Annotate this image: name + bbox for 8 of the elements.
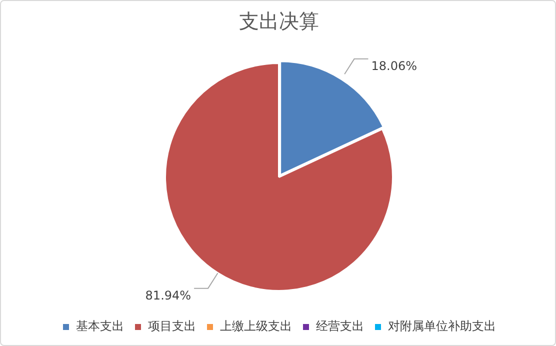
legend-label: 基本支出	[76, 319, 124, 334]
data-label: 18.06%	[371, 59, 418, 74]
legend-label: 对附属单位补助支出	[388, 319, 496, 334]
chart-title: 支出决算	[239, 9, 319, 34]
legend-label: 上缴上级支出	[220, 319, 292, 334]
legend-label: 项目支出	[148, 319, 196, 334]
legend-label: 经营支出	[316, 319, 364, 334]
data-label: 81.94%	[145, 288, 192, 302]
